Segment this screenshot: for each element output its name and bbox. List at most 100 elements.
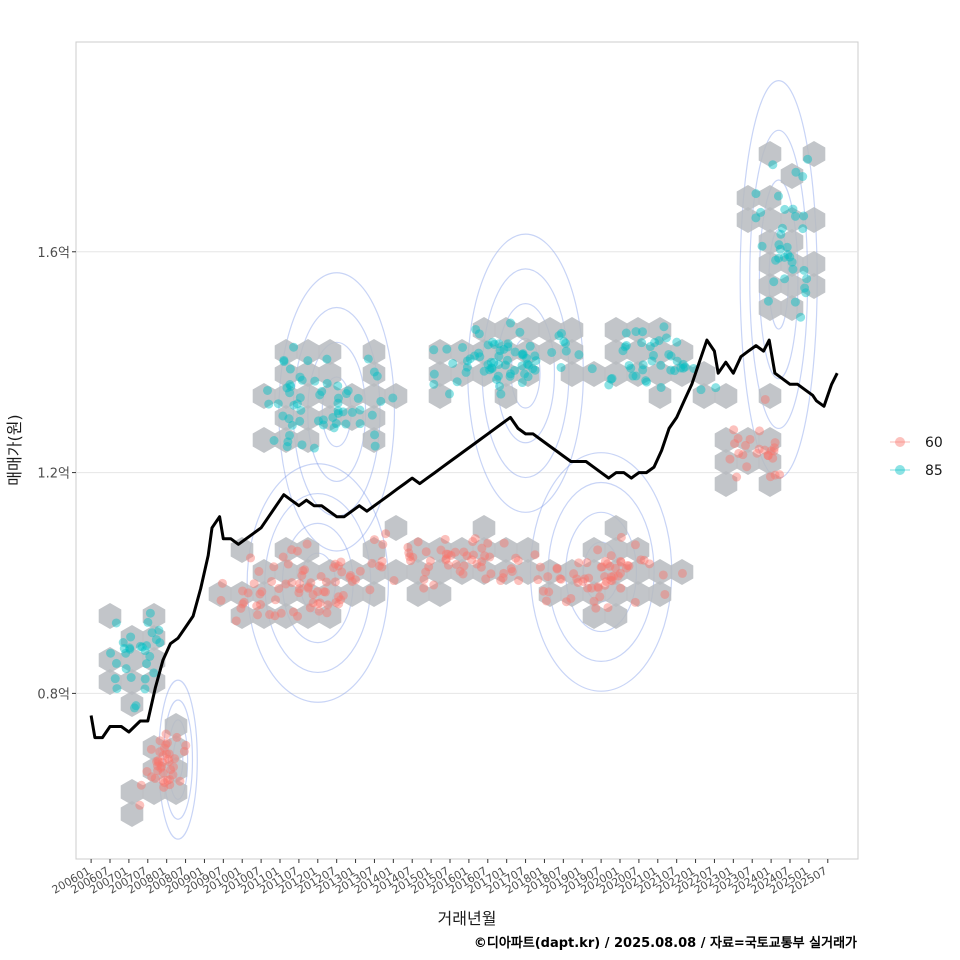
scatter-point bbox=[146, 744, 156, 754]
scatter-point bbox=[338, 590, 348, 600]
scatter-point bbox=[283, 437, 293, 447]
scatter-point bbox=[742, 462, 752, 472]
hex-bin bbox=[648, 581, 672, 607]
scatter-point bbox=[279, 355, 289, 365]
scatter-point bbox=[494, 359, 504, 369]
hex-bin bbox=[604, 603, 628, 629]
scatter-point bbox=[292, 399, 302, 409]
scatter-point bbox=[505, 371, 515, 381]
scatter-point bbox=[628, 371, 638, 381]
scatter-point bbox=[483, 340, 493, 350]
hex-bin bbox=[758, 273, 782, 299]
scatter-point bbox=[499, 344, 509, 354]
scatter-point bbox=[672, 356, 682, 366]
scatter-point bbox=[782, 242, 792, 252]
hex-bin bbox=[626, 317, 650, 343]
scatter-point bbox=[238, 586, 248, 596]
scatter-point bbox=[165, 780, 175, 790]
scatter-point bbox=[754, 444, 764, 454]
scatter-point bbox=[429, 345, 439, 355]
scatter-point bbox=[515, 327, 525, 337]
scatter-point bbox=[322, 608, 332, 618]
scatter-point bbox=[159, 743, 169, 753]
scatter-point bbox=[800, 283, 810, 293]
scatter-point bbox=[153, 761, 163, 771]
scatter-point bbox=[309, 443, 319, 453]
legend-item-60[interactable]: 60 bbox=[890, 435, 943, 451]
scatter-point bbox=[734, 448, 744, 458]
scatter-point bbox=[620, 342, 630, 352]
scatter-point bbox=[769, 443, 779, 453]
scatter-point bbox=[477, 543, 487, 553]
hex-bin bbox=[472, 339, 496, 365]
scatter-point bbox=[779, 252, 789, 262]
scatter-point bbox=[341, 419, 351, 429]
scatter-point bbox=[441, 554, 451, 564]
scatter-point bbox=[495, 381, 505, 391]
scatter-point bbox=[799, 265, 809, 275]
scatter-point bbox=[510, 347, 520, 357]
scatter-point bbox=[791, 167, 801, 177]
hex-bin bbox=[274, 383, 298, 409]
hex-bin bbox=[802, 251, 826, 277]
scatter-point bbox=[172, 732, 182, 742]
scatter-point bbox=[611, 563, 621, 573]
scatter-point bbox=[404, 548, 414, 558]
scatter-point bbox=[788, 264, 798, 274]
scatter-point bbox=[285, 364, 295, 374]
hex-bin bbox=[362, 581, 386, 607]
scatter-point bbox=[333, 406, 343, 416]
scatter-point bbox=[239, 597, 249, 607]
hex-bin bbox=[626, 537, 650, 563]
hex-bin bbox=[626, 559, 650, 585]
hex-bin bbox=[164, 757, 188, 783]
scatter-point bbox=[164, 757, 174, 767]
scatter-point bbox=[523, 359, 533, 369]
scatter-point bbox=[566, 593, 576, 603]
scatter-point bbox=[593, 582, 603, 592]
scatter-point bbox=[236, 603, 246, 613]
hex-bin bbox=[758, 383, 782, 409]
scatter-point bbox=[777, 223, 787, 233]
scatter-point bbox=[131, 701, 141, 711]
scatter-point bbox=[517, 349, 527, 359]
scatter-point bbox=[458, 569, 468, 579]
legend-swatch-85 bbox=[895, 465, 905, 475]
legend-item-85[interactable]: 85 bbox=[890, 463, 943, 479]
hex-bin bbox=[582, 559, 606, 585]
scatter-point bbox=[303, 582, 313, 592]
scatter-point bbox=[353, 393, 363, 403]
scatter-point bbox=[297, 440, 307, 450]
scatter-point bbox=[606, 551, 616, 561]
scatter-point bbox=[328, 412, 338, 422]
scatter-point bbox=[142, 659, 152, 669]
scatter-point bbox=[421, 567, 431, 577]
scatter-point bbox=[289, 342, 299, 352]
hex-bin bbox=[428, 581, 452, 607]
scatter-point bbox=[459, 561, 469, 571]
hex-bin bbox=[428, 361, 452, 387]
hex-bin bbox=[780, 273, 804, 299]
scatter-point bbox=[513, 556, 523, 566]
scatter-point bbox=[157, 757, 167, 767]
scatter-point bbox=[600, 556, 610, 566]
scatter-point bbox=[333, 408, 343, 418]
density-contour bbox=[158, 679, 198, 840]
scatter-point bbox=[298, 566, 308, 576]
scatter-point bbox=[732, 472, 742, 482]
hex-bin bbox=[318, 361, 342, 387]
scatter-point bbox=[287, 545, 297, 555]
scatter-point bbox=[297, 570, 307, 580]
hex-bin bbox=[604, 559, 628, 585]
scatter-point bbox=[288, 607, 298, 617]
scatter-point bbox=[166, 765, 176, 775]
hex-bin bbox=[648, 317, 672, 343]
hex-bin bbox=[340, 405, 364, 431]
scatter-point bbox=[461, 367, 471, 377]
scatter-point bbox=[282, 383, 292, 393]
scatter-point bbox=[263, 385, 273, 395]
scatter-point bbox=[580, 574, 590, 584]
y-axis-ticks: 0.8억 1.2억 1.6억 bbox=[37, 246, 76, 702]
hex-bin bbox=[296, 559, 320, 585]
